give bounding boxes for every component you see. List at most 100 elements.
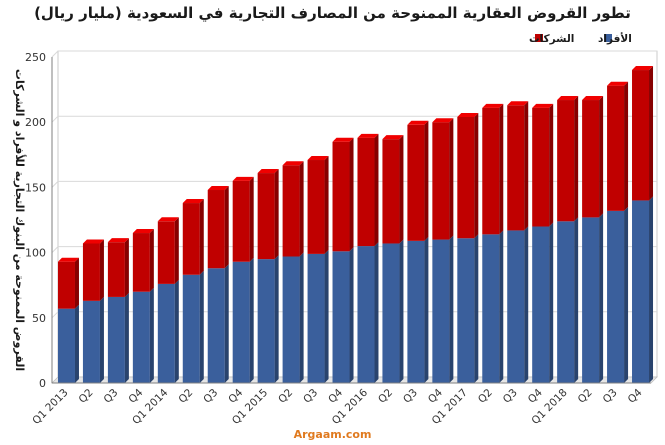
bar-segment-companies [582,96,604,218]
bar-segment-companies [432,118,454,240]
bar-top [532,103,554,108]
y-tick-label: 150 [25,181,46,194]
bar-segment-individuals [357,242,379,383]
bar-segment-companies [57,257,79,309]
bar-side [424,236,429,383]
bar-side [124,238,129,297]
bar-segment-companies [457,112,479,239]
bar-segment-companies [632,66,654,201]
gridline-diagonal [51,246,59,253]
bar-front [507,230,525,383]
gridline-diagonal [51,311,59,319]
bar-side [249,257,254,383]
source-watermark: Argaam.com [293,428,372,441]
bar-side [474,112,479,239]
bar-segment-individuals [457,234,479,383]
bar-side [349,247,354,383]
bar-segment-companies [332,137,354,252]
bar-segment-companies [557,96,579,222]
bar-front [257,259,275,383]
bar-segment-companies [107,238,129,297]
bar-front [132,291,150,383]
bar-top [407,120,429,125]
bar-side [149,229,154,292]
bar-side [74,304,79,383]
bar-segment-companies [182,199,204,275]
bar-top [482,103,504,108]
bar-front [307,160,325,254]
bar-segment-individuals [207,264,229,383]
bar-top [432,118,454,123]
x-tick-label: Q1 2013 [30,387,70,427]
bar-top [357,133,379,138]
bar-side [449,235,454,383]
bar-front [357,137,375,247]
bar-top [382,135,404,140]
bar-segment-companies [607,81,629,211]
legend-item: الشركات [529,33,574,45]
bar-side [524,101,529,231]
x-tick-label: Q2 [576,387,595,406]
bar-front [382,243,400,383]
bar-side [474,234,479,383]
bar-side [574,217,579,383]
bar-segment-individuals [232,257,254,383]
bar-segment-companies [282,161,304,257]
bar-front [582,217,600,383]
bar-segment-companies [482,103,504,235]
bar-side [324,156,329,254]
bar-side [599,96,604,218]
bar-front [207,190,225,269]
bar-front [432,122,450,240]
x-tick-label: Q3 [601,387,620,406]
bar-front [157,221,175,284]
bar-segment-individuals [182,270,204,383]
bar-side [424,120,429,241]
bar-segment-individuals [407,236,429,383]
bar-segment-individuals [257,255,279,383]
bar-front [332,141,350,252]
bar-segment-companies [357,133,379,247]
bar-segment-companies [257,169,279,260]
bar-segment-individuals [557,217,579,383]
bar-front [507,105,525,231]
bar-segment-individuals [382,239,404,383]
bar-segment-individuals [132,287,154,383]
bar-front [482,107,500,235]
bar-segment-individuals [432,235,454,383]
bar-side [99,296,104,383]
x-tick-label: Q3 [501,387,520,406]
bar-side [124,292,129,383]
bar-segment-individuals [57,304,79,383]
bar-front [282,165,300,257]
x-tick-label: Q4 [326,386,345,405]
bar-side [374,242,379,383]
bar-front [307,253,325,383]
bar-top [57,257,79,262]
bar-segment-companies [407,120,429,241]
y-tick-label: 0 [39,377,46,390]
bar-segment-individuals [82,296,104,383]
bar-side [74,257,79,309]
bar-segment-companies [207,186,229,269]
bar-segment-companies [82,239,104,301]
bar-segment-individuals [582,213,604,383]
bar-side [549,222,554,383]
bar-side [224,186,229,269]
bar-front [407,124,425,241]
bar-front [532,107,550,227]
bar-front [257,173,275,260]
y-tick-label: 50 [32,312,46,325]
x-tick-label: Q2 [276,387,295,406]
y-axis-label: القروض الممنوحة من البنوك التجارية للأفر… [13,69,27,371]
bar-top [182,199,204,204]
bar-front [557,100,575,222]
legend-label: الشركات [529,33,574,45]
y-tick-label: 250 [25,51,46,64]
bar-segment-companies [307,156,329,254]
x-tick-label: Q2 [176,387,195,406]
bar-segment-individuals [482,230,504,383]
bar-top [207,186,229,191]
bar-front [232,261,250,383]
bar-front [107,242,125,297]
